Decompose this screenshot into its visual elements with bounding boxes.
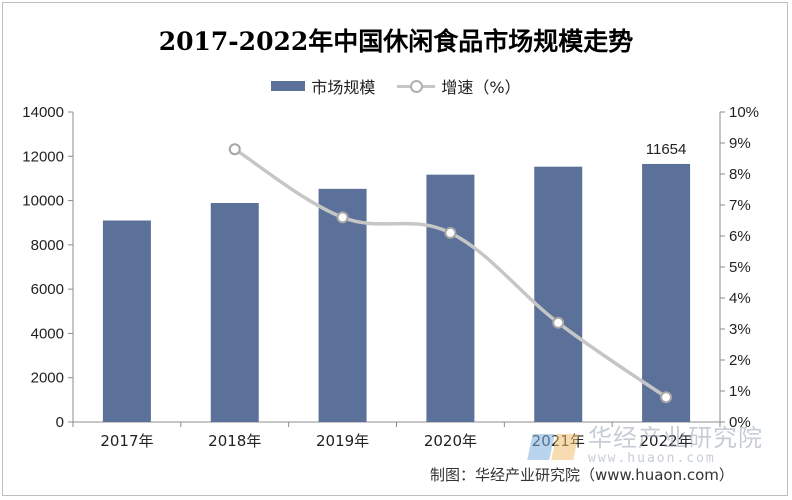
- legend-item-growth: 增速（%）: [397, 74, 521, 98]
- legend-label-market-size: 市场规模: [311, 78, 376, 97]
- bar-2020年: [426, 174, 475, 422]
- right-axis-tick-label: 3%: [729, 321, 751, 338]
- growth-point-2020年: [444, 226, 457, 239]
- bar-2021年: [534, 166, 583, 422]
- legend-label-growth: 增速（%）: [441, 78, 521, 97]
- chart-legend: 市场规模 增速（%）: [0, 74, 792, 98]
- right-axis-tick-label: 0%: [729, 414, 751, 431]
- growth-point-2018年: [228, 143, 241, 156]
- left-axis-tick-label: 4000: [31, 325, 64, 342]
- growth-point-2019年: [336, 211, 349, 224]
- right-axis-tick-label: 10%: [729, 104, 759, 121]
- left-axis-tick-label: 2000: [31, 370, 64, 387]
- bar-2018年: [210, 203, 259, 422]
- left-axis-tick-label: 0: [56, 414, 64, 431]
- bar-2019年: [318, 188, 367, 422]
- x-axis-tick-label: 2022年: [639, 432, 692, 450]
- x-axis-tick-label: 2018年: [208, 432, 261, 450]
- x-axis-tick-label: 2017年: [100, 432, 153, 450]
- right-axis-tick-label: 5%: [729, 259, 751, 276]
- left-axis-tick-label: 14000: [22, 104, 64, 121]
- data-label: 11654: [646, 141, 687, 158]
- right-axis-tick-label: 2%: [729, 352, 751, 369]
- watermark-logo-icon: [530, 430, 580, 462]
- right-axis-tick-label: 6%: [729, 228, 751, 245]
- right-axis-tick-label: 8%: [729, 166, 751, 183]
- legend-bar-swatch: [271, 81, 306, 91]
- growth-point-2022年: [660, 391, 673, 404]
- left-axis-tick-label: 10000: [22, 193, 64, 210]
- legend-item-market-size: 市场规模: [271, 74, 375, 98]
- watermark-name: 华经产业研究院: [588, 424, 763, 452]
- left-axis-tick-label: 6000: [31, 281, 64, 298]
- watermark-url: www.huaon.com: [588, 451, 716, 466]
- left-axis-tick-label: 12000: [22, 148, 64, 165]
- left-axis-tick-label: 8000: [31, 237, 64, 254]
- watermark: 华经产业研究院 www.huaon.com: [530, 426, 763, 465]
- source-note: 制图：华经产业研究院（www.huaon.com）: [430, 466, 734, 484]
- right-axis-tick-label: 7%: [729, 197, 751, 214]
- x-axis-tick-label: 2019年: [316, 432, 369, 450]
- x-axis-tick-label: 2020年: [424, 432, 477, 450]
- chart-title: 2017-2022年中国休闲食品市场规模走势: [158, 27, 634, 56]
- bar-2017年: [102, 220, 151, 422]
- growth-point-2021年: [552, 316, 565, 329]
- right-axis-tick-label: 9%: [729, 135, 751, 152]
- bar-2022年: [642, 163, 691, 422]
- right-axis-tick-label: 1%: [729, 383, 751, 400]
- right-axis-tick-label: 4%: [729, 290, 751, 307]
- legend-line-swatch: [397, 79, 436, 93]
